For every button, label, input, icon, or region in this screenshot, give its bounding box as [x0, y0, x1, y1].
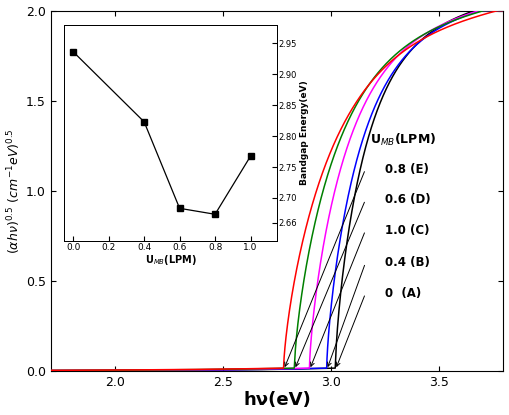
- Text: 0  (A): 0 (A): [385, 287, 421, 300]
- Y-axis label: Bandgap Energy(eV): Bandgap Energy(eV): [300, 81, 309, 186]
- Text: 0.4 (B): 0.4 (B): [385, 256, 430, 269]
- Text: 0.8 (E): 0.8 (E): [385, 163, 429, 176]
- Y-axis label: $(\alpha h\nu)^{0.5}$ $(cm^{-1}eV)^{0.5}$: $(\alpha h\nu)^{0.5}$ $(cm^{-1}eV)^{0.5}…: [6, 128, 23, 254]
- Text: U$_{MB}$(LPM): U$_{MB}$(LPM): [370, 132, 436, 148]
- X-axis label: hν(eV): hν(eV): [243, 391, 311, 410]
- Text: 0.6 (D): 0.6 (D): [385, 193, 431, 206]
- Text: 1.0 (C): 1.0 (C): [385, 224, 430, 237]
